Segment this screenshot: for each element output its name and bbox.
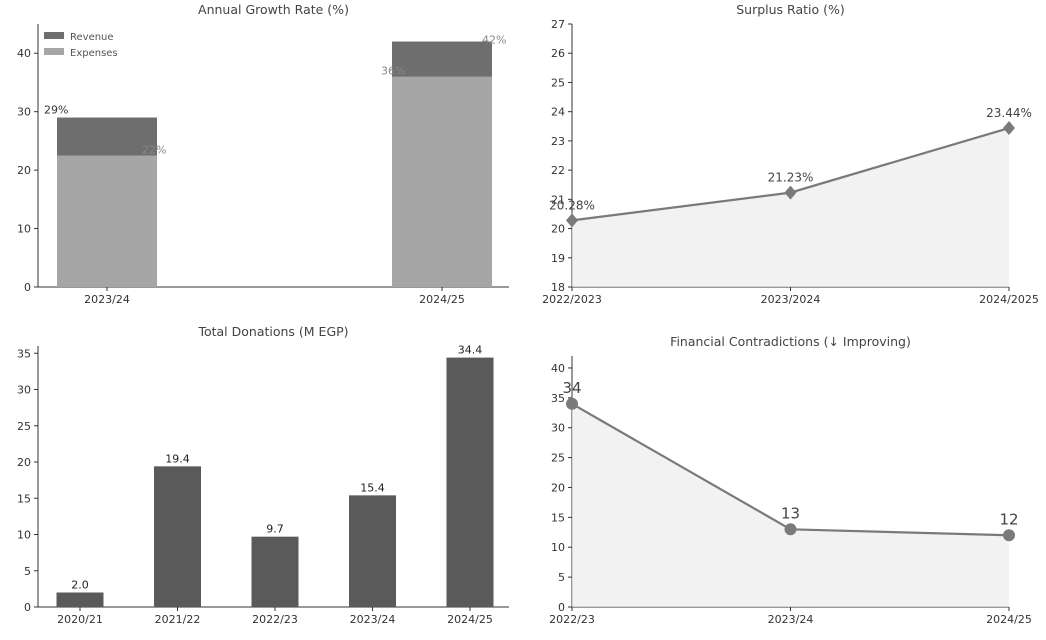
legend: Revenue Expenses — [44, 32, 118, 59]
data-label: 34 — [562, 379, 581, 397]
y-tick-label: 35 — [17, 347, 31, 360]
y-tick-label: 20 — [17, 164, 31, 177]
x-tick-label: 2024/25 — [447, 613, 493, 626]
data-point — [1003, 529, 1015, 542]
y-tick-label: 0 — [24, 281, 31, 294]
data-label: 36% — [381, 65, 405, 78]
y-tick-label: 26 — [551, 47, 565, 60]
bar-donations — [56, 592, 104, 607]
data-label: 22% — [142, 144, 166, 157]
bar-donations — [446, 357, 494, 607]
y-tick-label: 20 — [551, 223, 565, 236]
x-tick-label: 2024/25 — [986, 613, 1032, 626]
chart-title: Financial Contradictions (↓ Improving) — [670, 334, 911, 349]
y-tick-label: 27 — [551, 18, 565, 31]
y-tick-label: 10 — [17, 223, 31, 236]
chart-total-donations: 0 5 10 15 20 25 30 35 Total Donations (M EGP) 2.0… — [17, 324, 509, 626]
y-tick-label: 15 — [551, 511, 565, 524]
y-tick-label: 21 — [551, 193, 565, 206]
y-tick-label: 24 — [551, 106, 565, 119]
y-tick-label: 20 — [17, 456, 31, 469]
data-label: 2.0 — [71, 579, 89, 592]
y-tick-label: 40 — [17, 47, 31, 60]
y-tick-label: 0 — [24, 601, 31, 614]
y-tick-label: 20 — [551, 481, 565, 494]
data-point — [566, 213, 578, 228]
data-label: 12 — [999, 510, 1018, 528]
data-label: 29% — [44, 104, 68, 117]
bar-donations — [349, 495, 396, 607]
x-tick-label: 2021/22 — [155, 613, 201, 626]
y-tick-label: 30 — [17, 106, 31, 119]
y-tick-label: 22 — [551, 164, 565, 177]
chart-surplus-ratio: 18 19 20 21 22 23 24 25 26 27 Surplus Ratio (%) 20.… — [542, 2, 1039, 306]
y-tick-label: 0 — [558, 601, 565, 614]
area-fill — [572, 128, 1009, 287]
chart-annual-growth-rate: 0 10 20 30 40 Annual Growth Rate (%) 2023/24 20… — [17, 2, 509, 306]
y-tick-label: 30 — [551, 422, 565, 435]
bar-expenses — [392, 76, 492, 287]
y-tick-label: 5 — [24, 565, 31, 578]
data-label: 42% — [482, 34, 506, 47]
y-tick-label: 10 — [551, 541, 565, 554]
y-tick-label: 25 — [551, 76, 565, 89]
y-tick-label: 40 — [551, 362, 565, 375]
y-tick-label: 10 — [17, 529, 31, 542]
x-tick-label: 2023/24 — [768, 613, 814, 626]
legend-swatch-revenue — [44, 32, 64, 39]
data-label: 20.28% — [549, 198, 595, 212]
y-tick-label: 19 — [551, 252, 565, 265]
x-tick-label: 2024/25 — [419, 293, 465, 306]
data-label: 15.4 — [360, 481, 385, 494]
chart-title: Total Donations (M EGP) — [197, 324, 348, 339]
chart-title: Annual Growth Rate (%) — [198, 2, 349, 17]
area-fill — [572, 403, 1009, 607]
chart-title: Surplus Ratio (%) — [736, 2, 845, 17]
data-label: 13 — [781, 504, 800, 522]
legend-label: Revenue — [70, 32, 114, 43]
y-tick-label: 15 — [17, 492, 31, 505]
bar-donations — [251, 536, 299, 607]
data-point — [1003, 121, 1015, 136]
y-tick-label: 5 — [558, 571, 565, 584]
x-tick-label: 2022/23 — [252, 613, 298, 626]
data-point — [566, 397, 578, 410]
data-label: 9.7 — [266, 523, 284, 536]
x-tick-label: 2024/2025 — [979, 293, 1039, 306]
y-tick-label: 18 — [551, 281, 565, 294]
x-tick-label: 2023/2024 — [761, 293, 821, 306]
y-tick-label: 35 — [551, 392, 565, 405]
data-label: 21.23% — [768, 171, 814, 185]
legend-label: Expenses — [70, 48, 118, 59]
y-tick-label: 23 — [551, 135, 565, 148]
bar-expenses — [57, 155, 157, 287]
chart-financial-contradictions: 0 5 10 15 20 25 30 35 40 Financial Contradictions… — [549, 334, 1032, 626]
x-tick-label: 2023/24 — [350, 613, 396, 626]
x-tick-label: 2022/2023 — [542, 293, 602, 306]
legend-swatch-expenses — [44, 48, 64, 55]
y-tick-label: 25 — [17, 420, 31, 433]
y-tick-label: 30 — [17, 384, 31, 397]
x-tick-label: 2020/21 — [57, 613, 103, 626]
data-label: 23.44% — [986, 106, 1032, 120]
x-tick-label: 2023/24 — [84, 293, 130, 306]
data-label: 34.4 — [458, 344, 483, 357]
y-tick-label: 25 — [551, 452, 565, 465]
bar-donations — [154, 466, 201, 607]
data-point — [784, 185, 797, 200]
data-point — [784, 523, 797, 536]
data-label: 19.4 — [165, 452, 190, 465]
x-tick-label: 2022/23 — [549, 613, 595, 626]
